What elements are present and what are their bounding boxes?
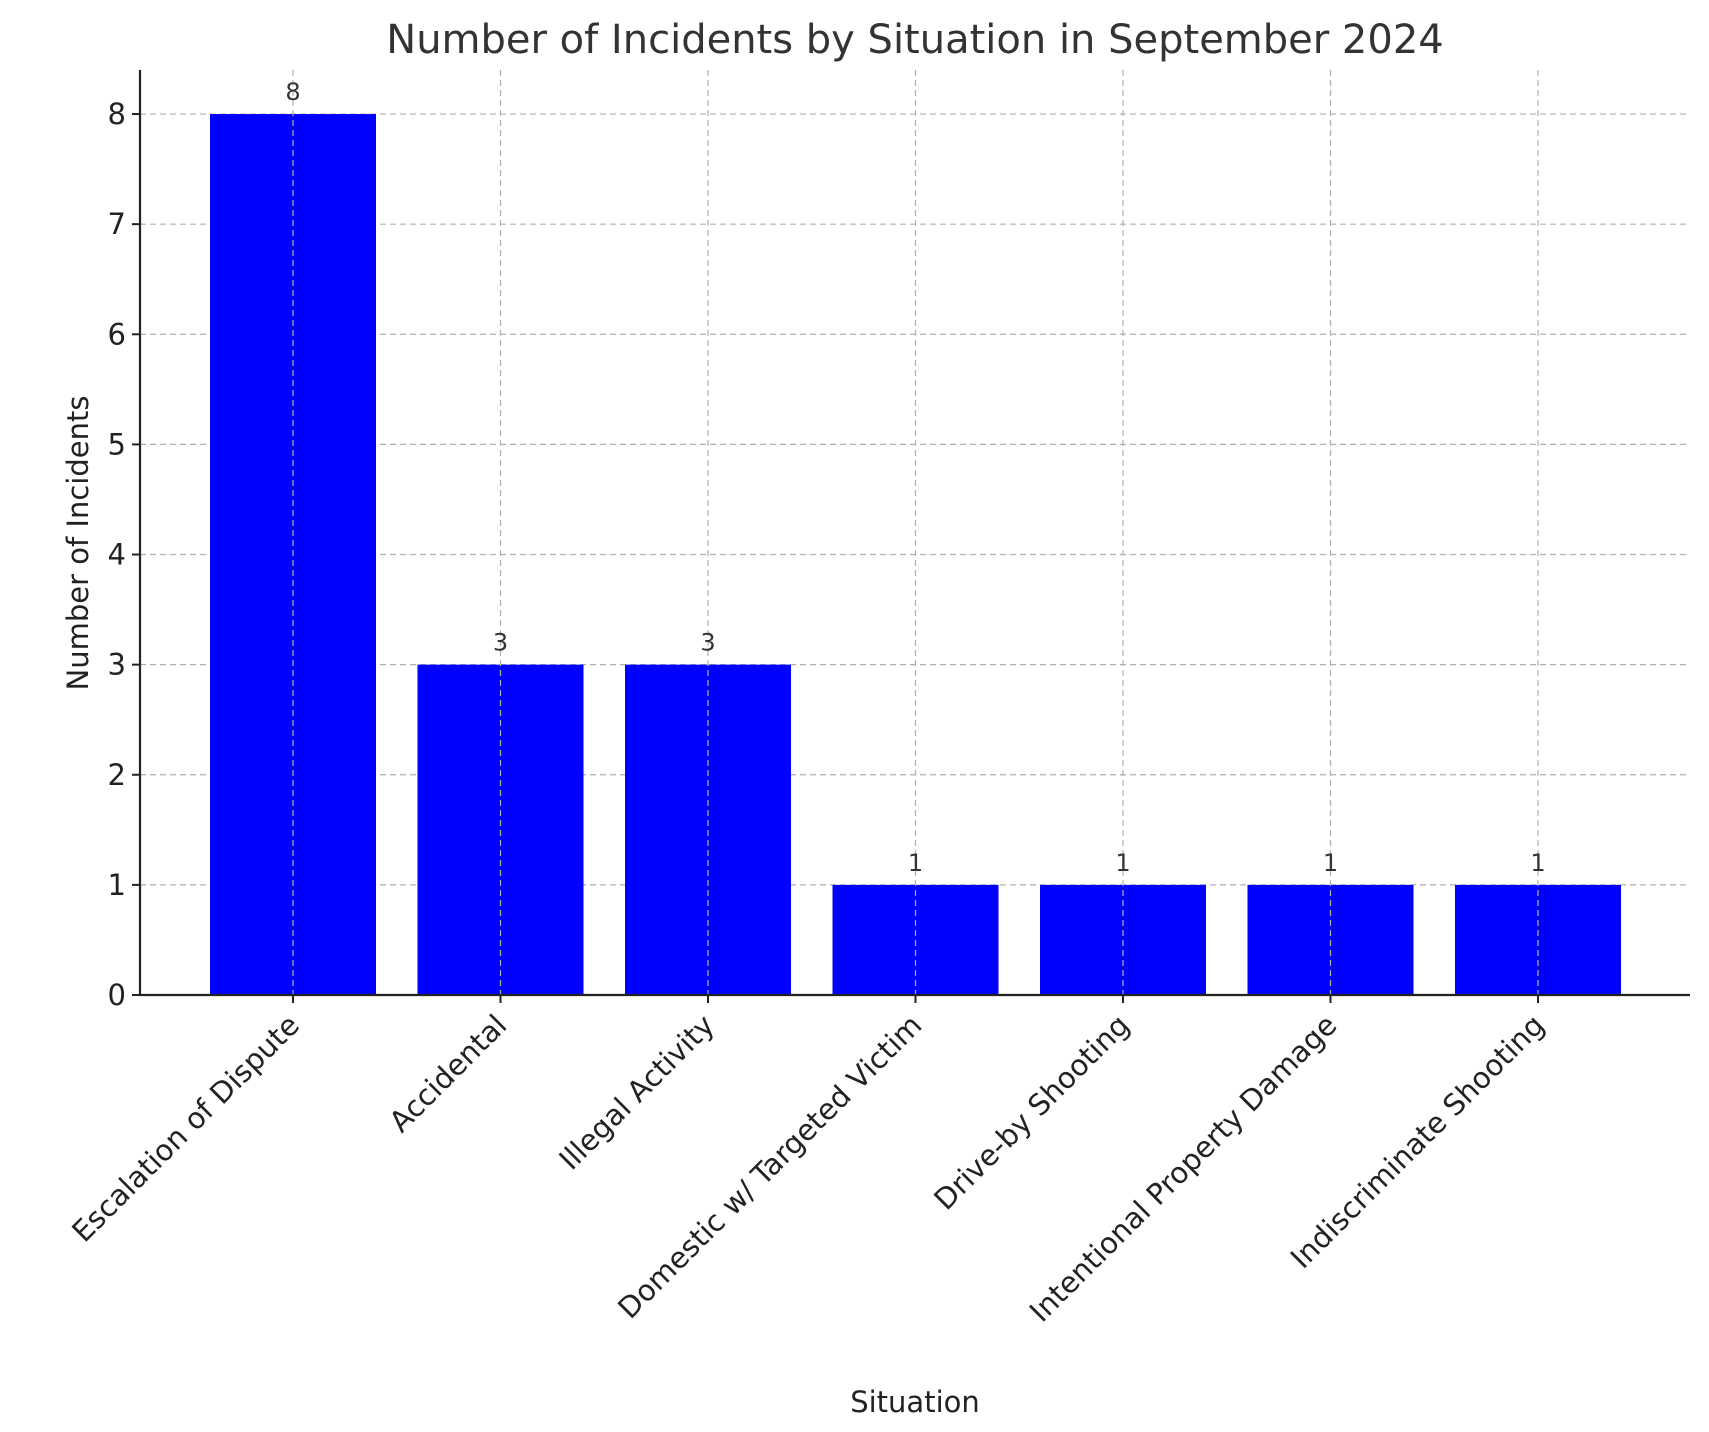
- x-axis-ticks: Escalation of Dispute Accidental Illegal A…: [65, 995, 1551, 1329]
- x-axis-label: Situation: [850, 1385, 980, 1419]
- data-label: 3: [700, 629, 715, 657]
- data-label: 3: [493, 629, 508, 657]
- y-tick-label: 7: [108, 207, 126, 241]
- y-axis-ticks: 0 1 2 3 4 5 6 7 8: [108, 97, 140, 1012]
- y-axis-label: Number of Incidents: [61, 396, 95, 691]
- data-label: 1: [908, 849, 923, 877]
- vertical-gridlines: [292, 70, 1539, 995]
- bar: [625, 664, 791, 995]
- y-tick-label: 1: [108, 868, 126, 902]
- y-tick-label: 0: [108, 978, 126, 1012]
- bars: [210, 114, 1621, 996]
- bar: [417, 664, 584, 995]
- data-labels: 8 3 3 1 1 1 1: [285, 78, 1545, 877]
- chart-title: Number of Incidents by Situation in Sept…: [386, 17, 1443, 63]
- y-tick-label: 3: [108, 648, 126, 682]
- x-tick-label: Escalation of Dispute: [65, 1008, 306, 1249]
- data-label: 1: [1323, 849, 1338, 877]
- x-tick-label: Illegal Activity: [552, 1008, 721, 1177]
- y-tick-label: 8: [108, 97, 126, 131]
- y-tick-label: 4: [108, 538, 126, 572]
- x-tick-label: Drive-by Shooting: [927, 1008, 1136, 1217]
- data-label: 8: [285, 78, 300, 106]
- data-label: 1: [1115, 849, 1130, 877]
- y-tick-label: 2: [108, 758, 126, 792]
- x-tick-label: Accidental: [383, 1008, 514, 1139]
- y-tick-label: 6: [108, 317, 126, 351]
- y-tick-label: 5: [108, 427, 126, 461]
- data-label: 1: [1530, 849, 1545, 877]
